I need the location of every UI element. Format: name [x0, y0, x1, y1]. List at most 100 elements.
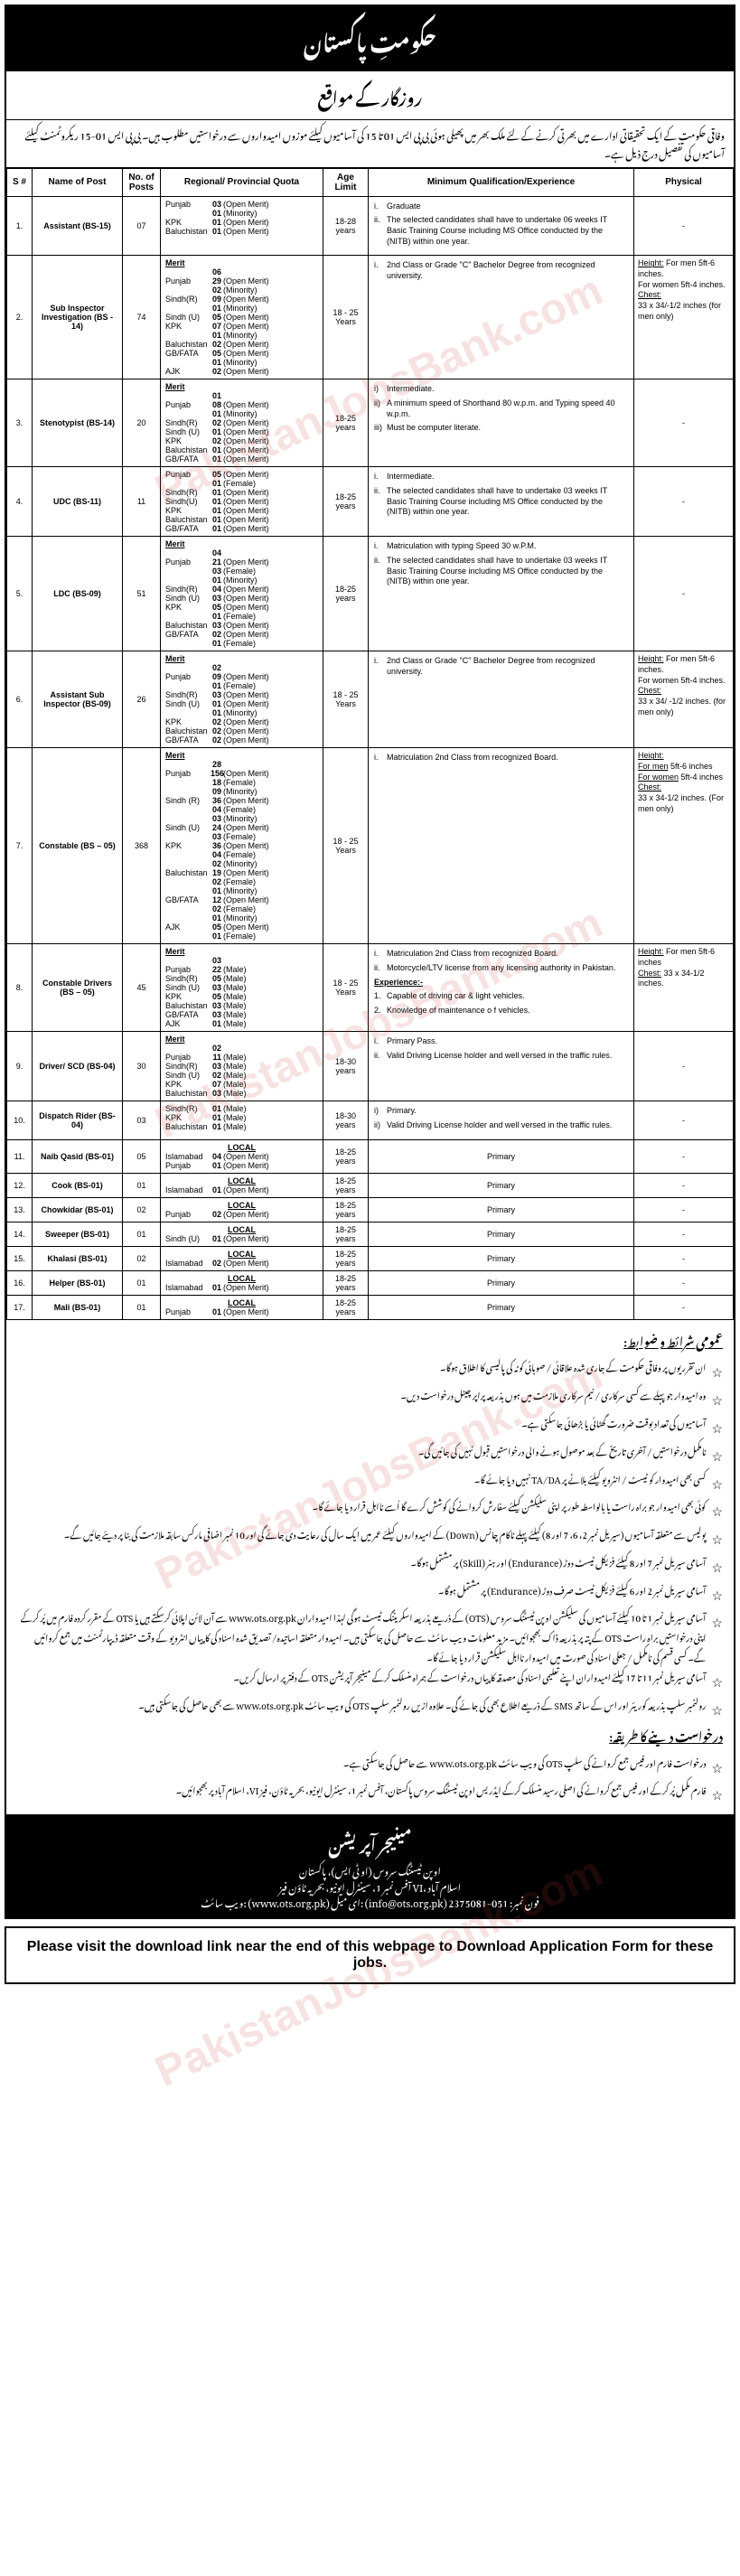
term-item: ☆کوئی بھی امیدوار جو براہ راست یا بالواس…	[17, 1495, 723, 1523]
cell-post-name: UDC (BS-11)	[33, 467, 123, 537]
cell-physical: Height: For men 5ft-6 inches.For women 5…	[634, 256, 734, 379]
cell-post-name: Dispatch Rider (BS-04)	[33, 1101, 123, 1139]
table-row: 13.Chowkidar (BS-01)02LOCALPunjab02(Open…	[7, 1197, 734, 1222]
term-item: ☆نامکمل درخواستیں / آخری تاریخ کے بعد مو…	[17, 1440, 723, 1468]
cell-quota: LOCALPunjab01(Open Merit)	[161, 1295, 323, 1319]
col-sno: S #	[7, 168, 33, 196]
cell-physical: -	[634, 1270, 734, 1295]
cell-quota: Merit06Punjab29(Open Merit)02(Minority)S…	[161, 256, 323, 379]
cell-num-posts: 20	[123, 379, 161, 467]
cell-quota: Merit02Punjab11(Male)Sindh(R)03(Male)Sin…	[161, 1032, 323, 1101]
cell-physical: Height: For men 5ft-6 inchesChest: 33 x …	[634, 944, 734, 1032]
footer-line3: ویب سائٹ: (www.ots.org.pk) ای میل: (info…	[14, 1894, 726, 1910]
cell-sno: 6.	[7, 651, 33, 748]
apply-item: ☆فارم مکمل پُر کرکے اور فیس جمع کروانے ک…	[17, 1779, 723, 1807]
cell-num-posts: 02	[123, 1197, 161, 1222]
cell-sno: 17.	[7, 1295, 33, 1319]
table-row: 8.Constable Drivers (BS – 05)45Merit03Pu…	[7, 944, 734, 1032]
cell-age: 18-25 years	[323, 467, 369, 537]
cell-physical: -	[634, 537, 734, 651]
term-item: ☆پولیس سے متعلقہ آسامیوں (سیریل نمبر 2، …	[17, 1523, 723, 1551]
cell-num-posts: 07	[123, 196, 161, 256]
cell-qualification: Primary	[369, 1222, 634, 1246]
cell-sno: 8.	[7, 944, 33, 1032]
cell-post-name: Constable Drivers (BS – 05)	[33, 944, 123, 1032]
term-item: ☆آسامی سیریل نمبر 11 تا 17 کیلئے امیدوار…	[17, 1666, 723, 1694]
cell-num-posts: 02	[123, 1246, 161, 1270]
col-phys: Physical	[634, 168, 734, 196]
cell-post-name: Chowkidar (BS-01)	[33, 1197, 123, 1222]
cell-sno: 9.	[7, 1032, 33, 1101]
cell-sno: 11.	[7, 1139, 33, 1173]
cell-qualification: i.Graduateii.The selected candidates sha…	[369, 196, 634, 256]
cell-age: 18-25 years	[323, 1139, 369, 1173]
cell-quota: LOCALIslamabad04(Open Merit)Punjab01(Ope…	[161, 1139, 323, 1173]
cell-physical: -	[634, 467, 734, 537]
cell-post-name: Stenotypist (BS-14)	[33, 379, 123, 467]
cell-post-name: Helper (BS-01)	[33, 1270, 123, 1295]
table-row: 10.Dispatch Rider (BS-04)03Sindh(R)01(Ma…	[7, 1101, 734, 1139]
cell-age: 18-25 years	[323, 1246, 369, 1270]
cell-post-name: Sweeper (BS-01)	[33, 1222, 123, 1246]
cell-sno: 2.	[7, 256, 33, 379]
cell-qualification: i.2nd Class or Grade "C" Bachelor Degree…	[369, 651, 634, 748]
cell-qualification: Primary	[369, 1295, 634, 1319]
cell-num-posts: 51	[123, 537, 161, 651]
table-row: 3.Stenotypist (BS-14)20Merit01Punjab08(O…	[7, 379, 734, 467]
intro-text: وفاقی حکومت کے ایک تحقیقاتی ادارے میں بھ…	[6, 120, 734, 168]
cell-sno: 12.	[7, 1173, 33, 1197]
cell-quota: LOCALSindh (U)01(Open Merit)	[161, 1222, 323, 1246]
table-row: 9.Driver/ SCD (BS-04)30Merit02Punjab11(M…	[7, 1032, 734, 1101]
table-row: 11.Naib Qasid (BS-01)05LOCALIslamabad04(…	[7, 1139, 734, 1173]
cell-physical: -	[634, 1222, 734, 1246]
download-note: Please visit the download link near the …	[5, 1926, 735, 1984]
cell-post-name: LDC (BS-09)	[33, 537, 123, 651]
cell-num-posts: 01	[123, 1173, 161, 1197]
cell-age: 18-28 years	[323, 196, 369, 256]
cell-physical: Height: For men 5ft-6 inches.For women 5…	[634, 651, 734, 748]
local-label: LOCAL	[164, 1143, 319, 1152]
cell-num-posts: 11	[123, 467, 161, 537]
cell-quota: LOCALPunjab02(Open Merit)	[161, 1197, 323, 1222]
table-row: 15.Khalasi (BS-01)02LOCALIslamabad02(Ope…	[7, 1246, 734, 1270]
table-row: 12.Cook (BS-01)01LOCALIslamabad01(Open M…	[7, 1173, 734, 1197]
cell-quota: Merit02Punjab09(Open Merit)01(Female)Sin…	[161, 651, 323, 748]
table-row: 1.Assistant (BS-15)07Punjab03(Open Merit…	[7, 196, 734, 256]
cell-num-posts: 03	[123, 1101, 161, 1139]
local-label: LOCAL	[164, 1176, 319, 1185]
footer-block: مینیجر آپریشن اوپن ٹیسٹنگ سروس (او ٹی ای…	[6, 1814, 734, 1917]
cell-age: 18-25 years	[323, 1197, 369, 1222]
term-item: ☆ان تقرریوں پر وفاقی حکومت کے جاری شدہ ع…	[17, 1356, 723, 1384]
table-row: 5.LDC (BS-09)51Merit04Punjab21(Open Meri…	[7, 537, 734, 651]
cell-qualification: i.2nd Class or Grade "C" Bachelor Degree…	[369, 256, 634, 379]
cell-num-posts: 01	[123, 1295, 161, 1319]
cell-post-name: Assistant Sub Inspector (BS-09)	[33, 651, 123, 748]
cell-num-posts: 01	[123, 1270, 161, 1295]
cell-num-posts: 01	[123, 1222, 161, 1246]
term-item: ☆آسامی سیریل نمبر 1 تا 10 کیلئے آسامیوں …	[17, 1606, 723, 1666]
pid-number: PID(I)04430/17	[11, 1885, 66, 1903]
cell-num-posts: 30	[123, 1032, 161, 1101]
header-subtitle: روزگار کے مواقع	[6, 71, 734, 120]
cell-quota: Merit04Punjab21(Open Merit)03(Female)01(…	[161, 537, 323, 651]
cell-qualification: Primary	[369, 1173, 634, 1197]
table-row: 4.UDC (BS-11)11Punjab05(Open Merit)01(Fe…	[7, 467, 734, 537]
cell-age: 18 - 25 Years	[323, 256, 369, 379]
col-posts: No. of Posts	[123, 168, 161, 196]
cell-qualification: i.Matriculation with typing Speed 30 w.P…	[369, 537, 634, 651]
cell-age: 18 - 25 Years	[323, 748, 369, 944]
cell-age: 18-25 years	[323, 1222, 369, 1246]
cell-qualification: i.Primary Pass.ii.Valid Driving License …	[369, 1032, 634, 1101]
term-item: ☆آسامی سیریل نمبر 2 اور 6 کیلئے فزیکل ٹی…	[17, 1579, 723, 1607]
local-label: LOCAL	[164, 1298, 319, 1307]
cell-qualification: i.Intermediate.ii.The selected candidate…	[369, 467, 634, 537]
terms-heading: عمومی شرائط و ضوابط:	[17, 1327, 723, 1354]
apply-item: ☆درخواست فارم اور فیس جمع کروانے کی سلپ …	[17, 1752, 723, 1780]
cell-physical: -	[634, 379, 734, 467]
table-row: 16.Helper (BS-01)01LOCALIslamabad01(Open…	[7, 1270, 734, 1295]
table-row: 6.Assistant Sub Inspector (BS-09)26Merit…	[7, 651, 734, 748]
col-quota: Regional/ Provincial Quota	[161, 168, 323, 196]
local-label: LOCAL	[164, 1225, 319, 1234]
cell-sno: 1.	[7, 196, 33, 256]
cell-age: 18 - 25 Years	[323, 944, 369, 1032]
